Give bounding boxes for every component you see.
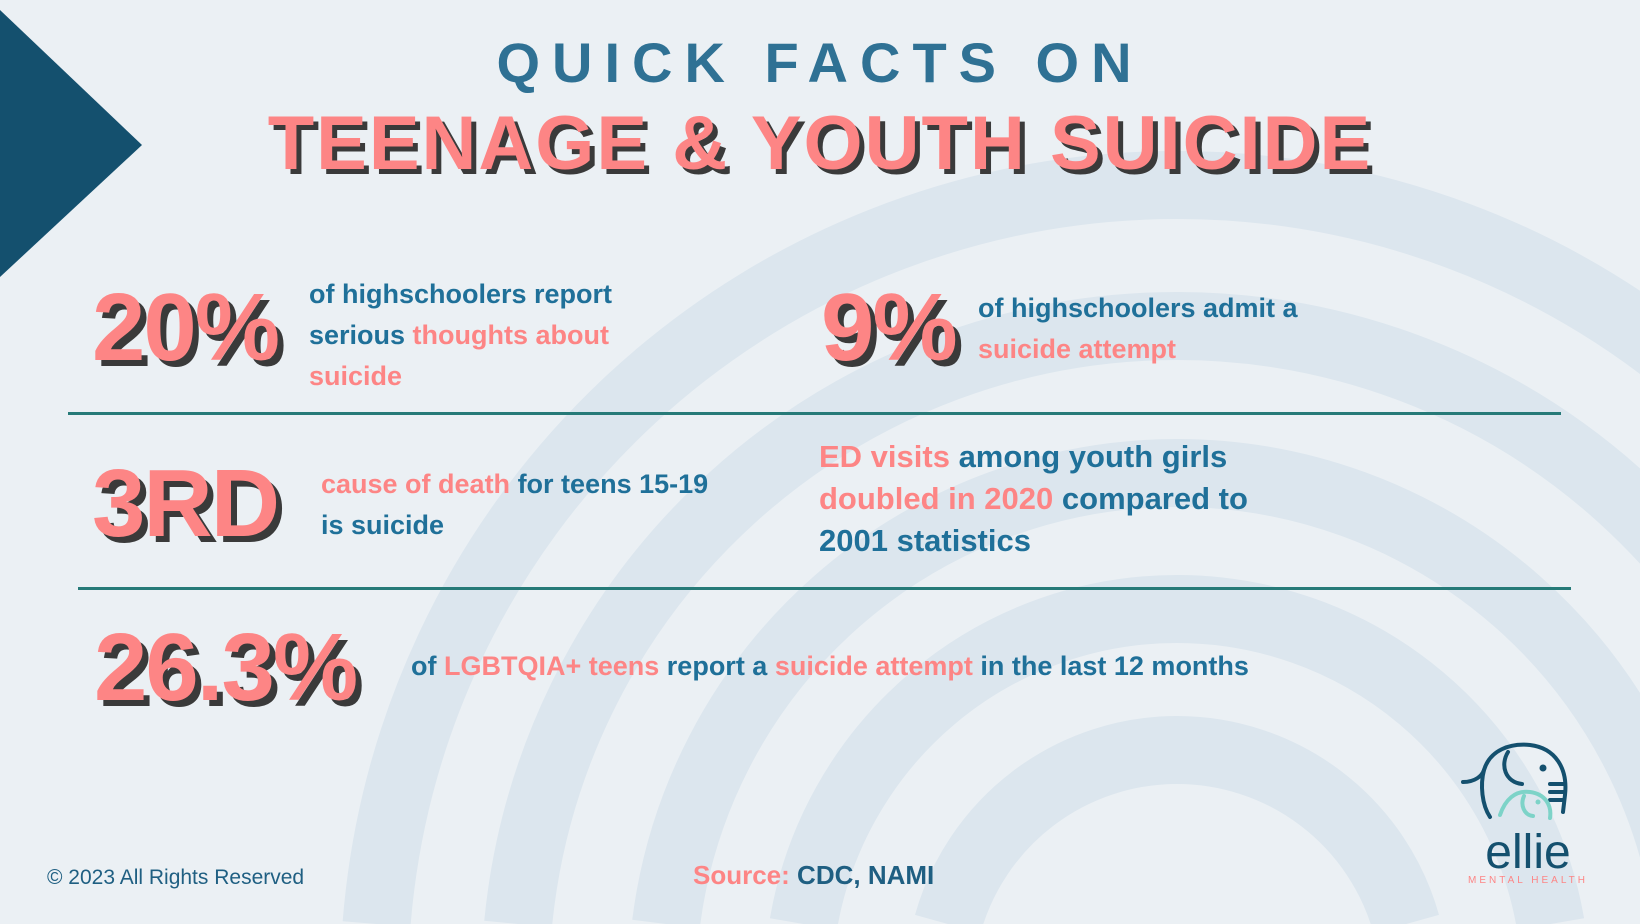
title-line-2: TEENAGE & YOUTH SUICIDE bbox=[267, 101, 1373, 186]
source: Source: CDC, NAMI bbox=[693, 860, 934, 891]
stat-26-3-percent: 26.3% bbox=[94, 614, 358, 721]
fact-phrase: of highschoolers report serious bbox=[309, 279, 613, 350]
fact-phrase: suicide attempt bbox=[978, 334, 1177, 364]
fact-phrase: LGBTQIA+ teens bbox=[444, 651, 660, 681]
fact-phrase: report a bbox=[659, 651, 775, 681]
divider bbox=[78, 587, 1571, 590]
divider bbox=[68, 412, 1561, 415]
arc bbox=[769, 575, 1585, 924]
stat-20-percent: 20% bbox=[92, 274, 280, 381]
arc bbox=[484, 292, 1640, 924]
fact-phrase: suicide attempt bbox=[774, 651, 973, 681]
fact-phrase: doubled in 2020 bbox=[819, 481, 1054, 516]
stat-3rd: 3RD bbox=[92, 450, 280, 557]
title-line-1: QUICK FACTS ON bbox=[496, 31, 1144, 94]
fact-text: of highschoolers report serious thoughts… bbox=[309, 274, 669, 397]
copyright: © 2023 All Rights Reserved bbox=[47, 866, 305, 889]
fact-phrase: cause of death bbox=[321, 469, 511, 499]
arc bbox=[915, 716, 1439, 924]
fact-phrase: of bbox=[411, 651, 444, 681]
fact-phrase: compared to 2001 statistics bbox=[819, 481, 1248, 558]
fact-text: cause of death for teens 15-19 is suicid… bbox=[321, 464, 721, 546]
fact-text: ED visits among youth girls doubled in 2… bbox=[819, 436, 1319, 562]
fact-text: of highschoolers admit a suicide attempt bbox=[978, 288, 1338, 370]
logo-wordmark: ellie bbox=[1485, 826, 1571, 879]
fact-phrase: for teens 15-19 is suicide bbox=[321, 469, 709, 540]
stat-9-percent: 9% bbox=[821, 274, 958, 381]
ellie-logo: ellie MENTAL HEALTH bbox=[1460, 740, 1596, 900]
fact-phrase: ED visits bbox=[819, 439, 950, 474]
triangle-decoration bbox=[0, 10, 142, 277]
logo-tagline: MENTAL HEALTH bbox=[1468, 875, 1588, 886]
arc bbox=[342, 150, 1640, 924]
source-label: Source: bbox=[693, 860, 790, 890]
fact-phrase: of highschoolers admit a bbox=[978, 293, 1298, 323]
fact-phrase: among youth girls bbox=[949, 439, 1228, 474]
fact-phrase: in the last 12 months bbox=[972, 651, 1249, 681]
fact-text: of LGBTQIA+ teens report a suicide attem… bbox=[411, 646, 1561, 687]
fact-phrase: thoughts about suicide bbox=[309, 320, 609, 391]
elephant-icon bbox=[1461, 742, 1568, 820]
source-value: CDC, NAMI bbox=[789, 860, 935, 890]
arc bbox=[632, 439, 1640, 924]
